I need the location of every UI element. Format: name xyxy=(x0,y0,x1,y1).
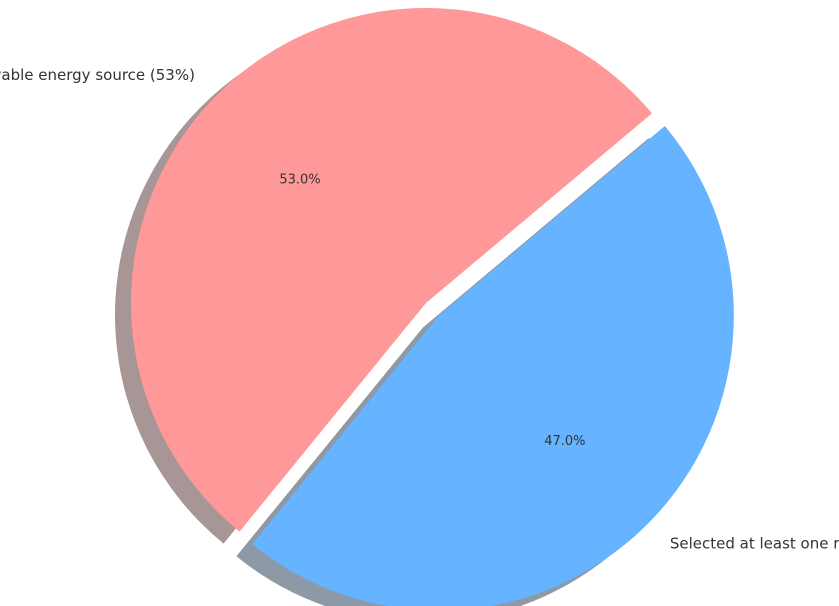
pct-label: 53.0% xyxy=(279,173,320,188)
slice-selected-only-non-renewable-energy-source xyxy=(131,8,652,532)
slice-label: Selected only non-renewable energy sourc… xyxy=(0,66,195,84)
pct-label: 47.0% xyxy=(544,434,585,449)
pie-plot-area: 53.0% Selected only non-renewable energy … xyxy=(0,8,839,606)
pie-slices xyxy=(131,8,734,606)
slice-selected-at-least-one-renewable-energy-source xyxy=(252,126,734,606)
slice-label: Selected at least one renewable energy s… xyxy=(670,534,839,552)
pie-labels: 53.0% Selected only non-renewable energy … xyxy=(0,66,839,552)
